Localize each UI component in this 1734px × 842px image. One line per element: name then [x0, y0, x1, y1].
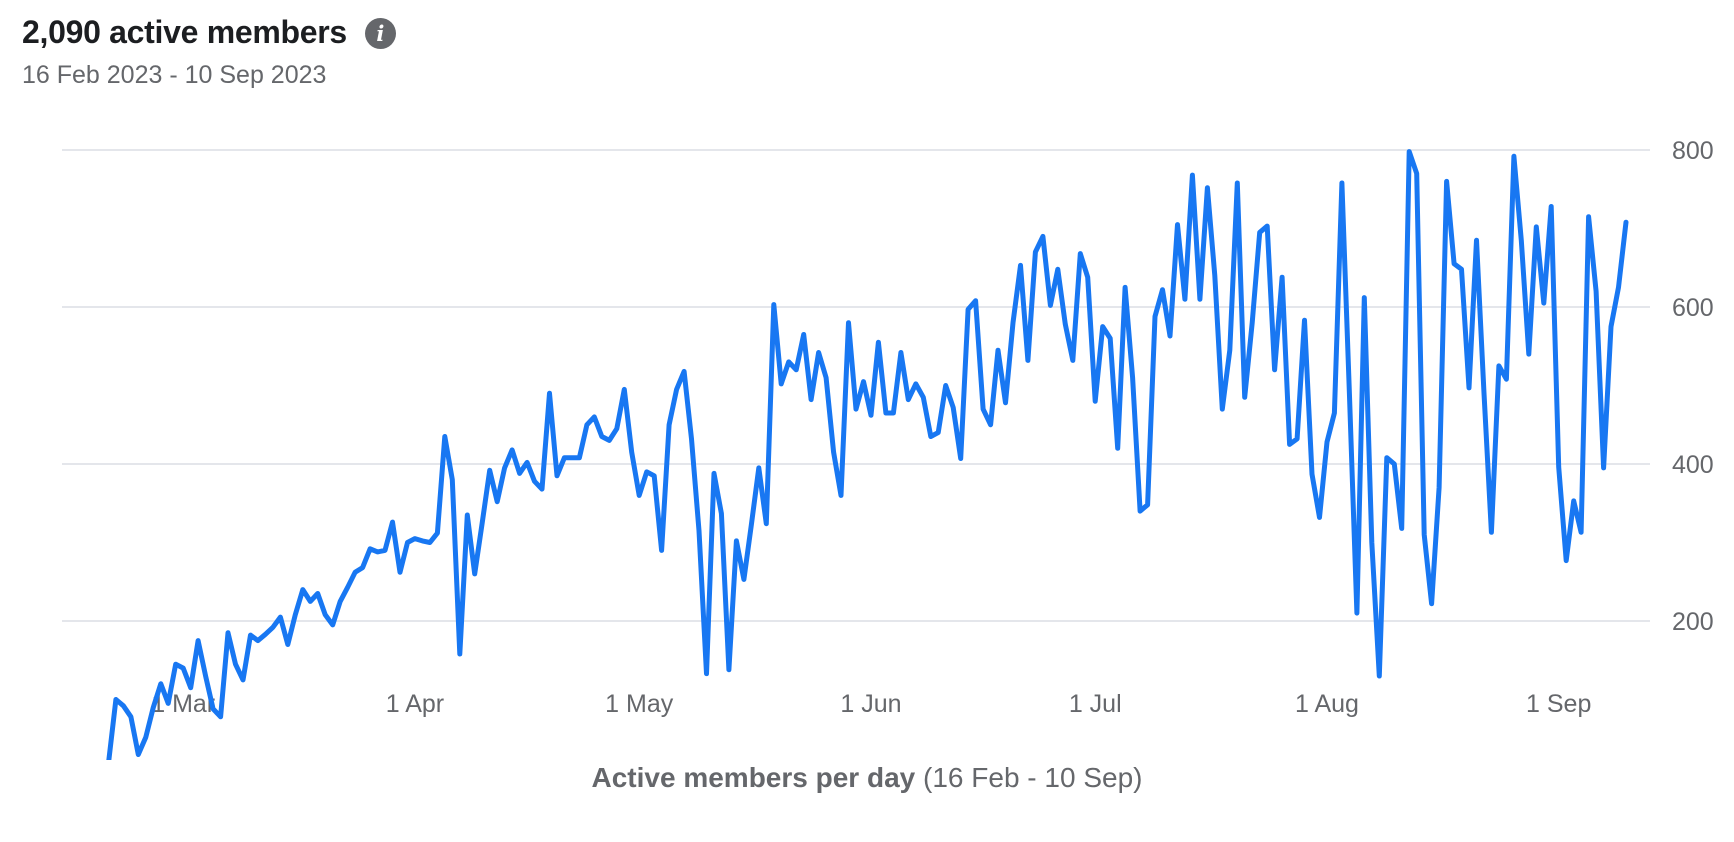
- x-tick-label: 1 Apr: [386, 690, 444, 718]
- caption-range: (16 Feb - 10 Sep): [915, 762, 1143, 793]
- x-tick-label: 1 Aug: [1295, 690, 1359, 718]
- x-tick-label: 1 May: [605, 690, 674, 718]
- y-tick-label: 200: [1672, 608, 1714, 636]
- page-title: 2,090 active members: [22, 14, 347, 50]
- x-tick-label: 1 Sep: [1526, 690, 1591, 718]
- y-tick-label: 600: [1672, 294, 1714, 322]
- info-icon[interactable]: i: [364, 18, 396, 49]
- series-line: [106, 149, 1629, 760]
- date-range-subtitle: 16 Feb 2023 - 10 Sep 2023: [22, 61, 327, 89]
- caption-main: Active members per day: [591, 762, 916, 793]
- x-tick-label: 1 Jun: [840, 690, 901, 718]
- title-row: 2,090 active members i: [22, 14, 396, 51]
- chart-header: 2,090 active members i 16 Feb 2023 - 10 …: [22, 14, 396, 90]
- y-tick-label: 400: [1672, 451, 1714, 479]
- active-members-line-chart: 200 400 600 800 1 Mar 1 Apr 1 May 1 Jun 1 Jul 1 A…: [62, 137, 1714, 760]
- y-tick-label: 800: [1672, 137, 1714, 165]
- chart-caption: Active members per day (16 Feb - 10 Sep): [0, 762, 1734, 794]
- x-tick-label: 1 Jul: [1069, 690, 1122, 718]
- x-tick-label: 1 Mar: [151, 690, 215, 718]
